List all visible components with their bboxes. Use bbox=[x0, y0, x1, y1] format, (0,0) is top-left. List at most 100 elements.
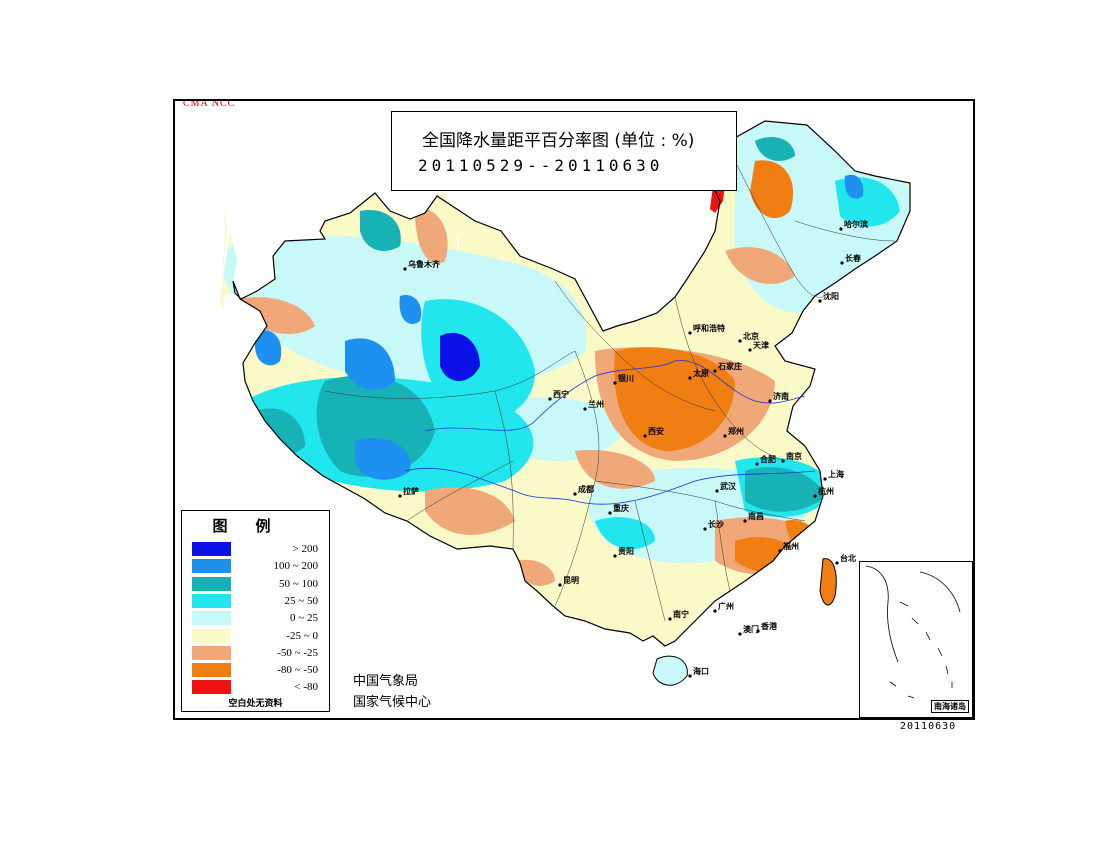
city-dot bbox=[558, 583, 562, 587]
city-dot bbox=[703, 527, 707, 531]
legend-row: -50 ~ -25 bbox=[192, 645, 322, 662]
legend-label: 100 ~ 200 bbox=[273, 560, 318, 573]
south-china-sea-inset: 南海诸岛 bbox=[859, 561, 973, 718]
city-label: 南昌 bbox=[748, 511, 764, 521]
city-dot bbox=[743, 519, 747, 523]
title-box: 全国降水量距平百分率图 (单位 : %) 20110529--20110630 bbox=[391, 111, 737, 191]
rivers bbox=[404, 360, 816, 505]
city-dot bbox=[715, 489, 719, 493]
city-dot bbox=[738, 632, 742, 636]
legend-swatch bbox=[192, 559, 231, 574]
legend-row: -80 ~ -50 bbox=[192, 663, 322, 679]
city-label: 乌鲁木齐 bbox=[408, 259, 441, 269]
city-label: 澳门 bbox=[743, 624, 759, 634]
city-label: 成都 bbox=[578, 484, 594, 494]
city-label: 银川 bbox=[617, 373, 634, 383]
city-label: 南京 bbox=[786, 451, 802, 461]
city-label: 福州 bbox=[782, 541, 799, 551]
legend-title: 图例 bbox=[212, 517, 299, 535]
city-dot bbox=[768, 399, 772, 403]
city-dot bbox=[723, 434, 727, 438]
legend-label: < -80 bbox=[294, 681, 318, 694]
legend-row: < -80 bbox=[192, 680, 322, 696]
city-dot bbox=[781, 459, 785, 463]
city-label: 长沙 bbox=[708, 519, 724, 529]
city-dot bbox=[823, 477, 827, 481]
legend-swatch bbox=[192, 611, 231, 626]
inset-map bbox=[865, 565, 961, 699]
city-dot bbox=[608, 511, 612, 515]
city-label: 昆明 bbox=[563, 575, 579, 585]
city-dot bbox=[403, 267, 407, 271]
legend-row: 0 ~ 25 bbox=[192, 611, 322, 627]
date-stamp: 20110630 bbox=[900, 721, 957, 732]
city-label: 广州 bbox=[718, 601, 734, 611]
city-dot bbox=[573, 492, 577, 496]
city-label: 太原 bbox=[692, 368, 709, 378]
city-dot bbox=[668, 617, 672, 621]
map-title: 全国降水量距平百分率图 (单位 : %) bbox=[422, 131, 695, 151]
legend-label: 25 ~ 50 bbox=[284, 594, 318, 607]
city-label: 台北 bbox=[840, 553, 856, 563]
city-dot bbox=[613, 381, 617, 385]
city-label: 石家庄 bbox=[717, 361, 742, 371]
legend-swatch bbox=[192, 576, 231, 591]
legend-swatch bbox=[192, 628, 231, 643]
city-label: 天津 bbox=[753, 340, 769, 350]
legend-swatch bbox=[192, 645, 231, 660]
city-dot bbox=[583, 407, 587, 411]
inset-label: 南海诸岛 bbox=[931, 700, 969, 713]
legend-swatch bbox=[192, 593, 231, 608]
city-dot bbox=[778, 549, 782, 553]
city-dot bbox=[688, 331, 692, 335]
city-dot bbox=[738, 339, 742, 343]
city-label: 南宁 bbox=[673, 609, 689, 619]
city-label: 武汉 bbox=[720, 481, 737, 491]
city-label: 哈尔滨 bbox=[844, 219, 868, 229]
legend-label: > 200 bbox=[292, 543, 318, 555]
legend-row: -25 ~ 0 bbox=[192, 628, 322, 645]
city-label: 北京 bbox=[743, 331, 759, 341]
legend-swatch bbox=[192, 680, 231, 695]
city-dot bbox=[548, 397, 552, 401]
legend-swatch bbox=[192, 663, 231, 678]
city-label: 贵阳 bbox=[618, 546, 634, 556]
city-label: 香港 bbox=[760, 621, 778, 631]
hainan-shape bbox=[652, 655, 688, 686]
map-frame: 乌鲁木齐 哈尔滨 长春 沈阳 呼和浩特 北京 天津 太原 石家庄 银川 西宁 兰州 济南 西安 郑州 合肥 南京… bbox=[173, 99, 975, 720]
city-label: 海口 bbox=[693, 666, 709, 676]
city-label: 杭州 bbox=[818, 486, 834, 496]
city-dot bbox=[756, 629, 760, 633]
legend-footnote: 空白处无资料 bbox=[228, 699, 283, 709]
legend-row: 50 ~ 100 bbox=[192, 576, 322, 593]
city-label: 呼和浩特 bbox=[693, 323, 725, 333]
city-label: 长春 bbox=[845, 253, 861, 263]
legend-row: 100 ~ 200 bbox=[192, 559, 322, 575]
legend-label: -80 ~ -50 bbox=[277, 664, 318, 677]
city-label: 上海 bbox=[828, 469, 844, 479]
legend-label: -25 ~ 0 bbox=[286, 629, 318, 642]
city-label: 济南 bbox=[773, 391, 789, 401]
city-dot bbox=[688, 674, 692, 678]
legend-row: 25 ~ 50 bbox=[192, 593, 322, 610]
city-dot bbox=[713, 609, 717, 613]
legend-swatch bbox=[192, 542, 231, 556]
city-dot bbox=[840, 261, 844, 265]
city-label: 西宁 bbox=[553, 389, 569, 399]
city-dot bbox=[643, 434, 647, 438]
city-label: 沈阳 bbox=[823, 291, 839, 301]
legend: 图例 > 200 100 ~ 200 50 ~ 100 25 ~ 50 0 ~ 25 -2… bbox=[181, 510, 330, 712]
city-label: 重庆 bbox=[613, 503, 629, 513]
city-label: 合肥 bbox=[759, 454, 776, 464]
city-dot bbox=[713, 369, 717, 373]
city-dot bbox=[748, 348, 752, 352]
city-dot bbox=[813, 494, 817, 498]
taiwan-shape bbox=[819, 558, 837, 606]
city-dot bbox=[755, 462, 759, 466]
city-dot bbox=[398, 494, 402, 498]
credit-label: CMA NCC bbox=[183, 99, 236, 109]
province-boundaries bbox=[324, 160, 896, 622]
city-label: 拉萨 bbox=[403, 486, 419, 496]
